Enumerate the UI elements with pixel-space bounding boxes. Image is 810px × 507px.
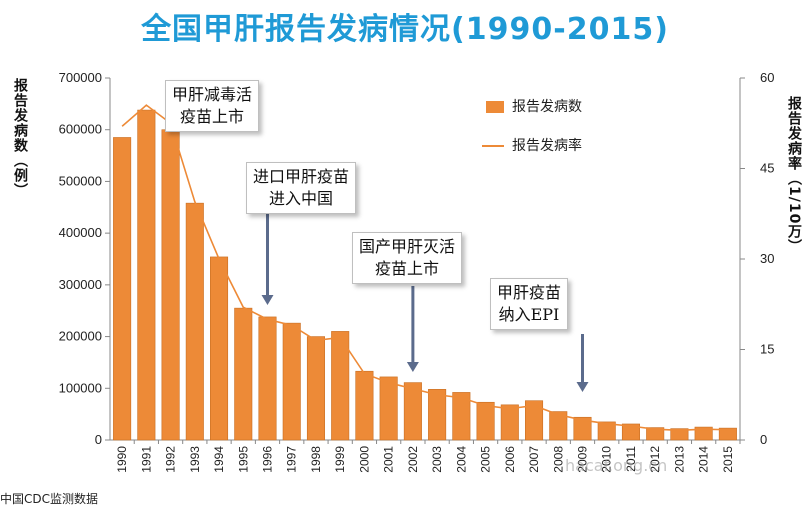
x-tick-label-2004: 2004 <box>454 446 468 473</box>
x-tick-label-1996: 1996 <box>261 446 275 473</box>
bar-2010 <box>597 421 616 441</box>
bar-2008 <box>549 411 568 441</box>
x-tick-label-2012: 2012 <box>648 446 662 473</box>
x-tick-label-2003: 2003 <box>430 446 444 473</box>
x-tick-label-1994: 1994 <box>212 446 226 473</box>
x-tick-label-2006: 2006 <box>503 446 517 473</box>
bar-2012 <box>646 427 665 441</box>
annotation-2-line-1: 进口甲肝疫苗 <box>253 167 350 186</box>
bar-1990 <box>113 137 132 441</box>
bar-2003 <box>428 389 447 441</box>
right-tick-label: 45 <box>760 161 774 176</box>
x-tick-label-1997: 1997 <box>285 446 299 473</box>
x-tick-label-2009: 2009 <box>576 446 590 473</box>
bar-1998 <box>306 336 325 441</box>
x-tick-label-2007: 2007 <box>527 446 541 473</box>
bar-2004 <box>452 392 471 441</box>
legend-line-label: 报告发病率 <box>512 138 582 154</box>
legend-bars-label: 报告发病数 <box>512 99 582 115</box>
annotation-1-line-1: 甲肝减毒活 <box>172 85 253 104</box>
x-tick-label-2015: 2015 <box>721 446 735 473</box>
annotation-box-1: 甲肝减毒活 疫苗上市 <box>165 80 260 132</box>
x-tick-label-2011: 2011 <box>624 446 638 472</box>
annotation-2-line-2: 进入中国 <box>269 189 334 208</box>
x-tick-label-2001: 2001 <box>382 446 396 473</box>
bar-1993 <box>185 202 204 441</box>
bar-2015 <box>718 427 737 441</box>
annotation-3-line-1: 国产甲肝灭活 <box>359 237 456 256</box>
annotation-4-line-1: 甲肝疫苗 <box>497 283 562 302</box>
annotation-arrow-head-4 <box>576 382 589 392</box>
bar-2000 <box>355 370 374 441</box>
legend-item-bars: 报告发病数 <box>486 96 582 116</box>
annotation-box-2: 进口甲肝疫苗 进入中国 <box>246 162 357 214</box>
bar-2011 <box>621 423 640 441</box>
x-tick-label-1991: 1991 <box>139 446 153 473</box>
bar-2002 <box>403 382 422 441</box>
bar-1991 <box>137 109 156 441</box>
bar-1999 <box>331 331 350 441</box>
x-tick-label-1993: 1993 <box>188 446 202 473</box>
bar-1992 <box>161 129 180 441</box>
x-tick-label-2014: 2014 <box>697 446 711 473</box>
left-axis-label: 报告发病数（例） <box>12 78 28 198</box>
bar-2014 <box>694 426 713 441</box>
legend-item-line: 报告发病率 <box>482 135 582 155</box>
chart-title: 全国甲肝报告发病情况(1990-2015) <box>141 12 669 47</box>
annotation-1-line-2: 疫苗上市 <box>180 107 245 126</box>
bar-1997 <box>282 322 301 441</box>
left-tick-label: 100000 <box>59 380 102 395</box>
annotation-arrow-head-3 <box>406 362 419 372</box>
x-tick-label-1998: 1998 <box>309 446 323 473</box>
legend-bar-swatch <box>486 101 504 113</box>
watermark: hacaf.ong.cn <box>565 456 668 475</box>
x-tick-label-2010: 2010 <box>600 446 614 473</box>
left-tick-label: 300000 <box>59 277 102 292</box>
bar-2006 <box>500 404 519 441</box>
annotation-4-line-2: 纳入EPI <box>498 305 560 324</box>
left-tick-label: 0 <box>95 432 102 447</box>
annotation-box-4: 甲肝疫苗 纳入EPI <box>490 278 569 330</box>
bar-2001 <box>379 376 398 441</box>
bar-1995 <box>234 307 253 441</box>
left-tick-label: 500000 <box>59 173 102 188</box>
x-tick-label-1999: 1999 <box>333 446 347 473</box>
left-tick-label: 200000 <box>59 329 102 344</box>
data-source: 中国CDC监测数据 <box>0 492 98 506</box>
right-tick-label: 15 <box>760 342 774 357</box>
x-tick-label-2000: 2000 <box>357 446 371 473</box>
left-tick-label: 400000 <box>59 225 102 240</box>
bar-2005 <box>476 401 495 441</box>
x-tick-label-2008: 2008 <box>551 446 565 473</box>
x-tick-label-2005: 2005 <box>479 446 493 473</box>
annotation-3-line-2: 疫苗上市 <box>375 259 440 278</box>
left-tick-label: 700000 <box>59 70 102 85</box>
x-tick-label-2013: 2013 <box>672 446 686 473</box>
right-tick-label: 30 <box>760 251 774 266</box>
right-tick-label: 0 <box>760 432 767 447</box>
x-tick-label-1995: 1995 <box>236 446 250 473</box>
right-tick-label: 60 <box>760 70 774 85</box>
rate-line <box>121 104 728 432</box>
x-tick-label-1992: 1992 <box>164 446 178 473</box>
bar-1994 <box>210 256 229 441</box>
x-tick-label-1990: 1990 <box>115 446 129 473</box>
bar-2009 <box>573 416 592 441</box>
annotation-box-3: 国产甲肝灭活 疫苗上市 <box>352 232 463 284</box>
right-axis-label: 报告发病率（1/10万） <box>786 96 802 255</box>
x-tick-label-2002: 2002 <box>406 446 420 473</box>
bar-2013 <box>670 428 689 441</box>
bar-1996 <box>258 316 277 441</box>
bar-2007 <box>525 400 544 441</box>
legend-line-swatch <box>482 145 504 147</box>
left-tick-label: 600000 <box>59 122 102 137</box>
annotation-arrow-head-2 <box>261 295 274 305</box>
